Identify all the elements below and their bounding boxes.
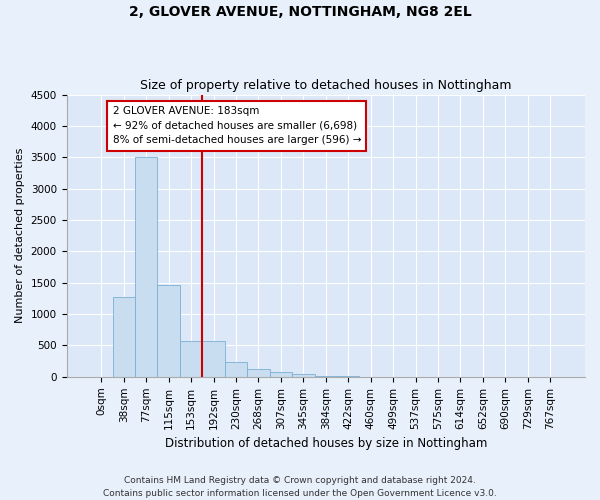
Bar [247,370,269,377]
Y-axis label: Number of detached properties: Number of detached properties [15,148,25,324]
Bar [113,296,135,377]
Bar [135,158,157,377]
Text: Contains HM Land Registry data © Crown copyright and database right 2024.
Contai: Contains HM Land Registry data © Crown c… [103,476,497,498]
Title: Size of property relative to detached houses in Nottingham: Size of property relative to detached ho… [140,79,512,92]
Text: 2, GLOVER AVENUE, NOTTINGHAM, NG8 2EL: 2, GLOVER AVENUE, NOTTINGHAM, NG8 2EL [128,5,472,19]
Bar [202,341,225,377]
Bar [337,376,359,377]
X-axis label: Distribution of detached houses by size in Nottingham: Distribution of detached houses by size … [164,437,487,450]
Bar [269,372,292,377]
Bar [180,341,202,377]
Bar [225,362,247,377]
Bar [157,284,180,377]
Text: 2 GLOVER AVENUE: 183sqm
← 92% of detached houses are smaller (6,698)
8% of semi-: 2 GLOVER AVENUE: 183sqm ← 92% of detache… [113,106,361,146]
Bar [314,376,337,377]
Bar [292,374,314,377]
